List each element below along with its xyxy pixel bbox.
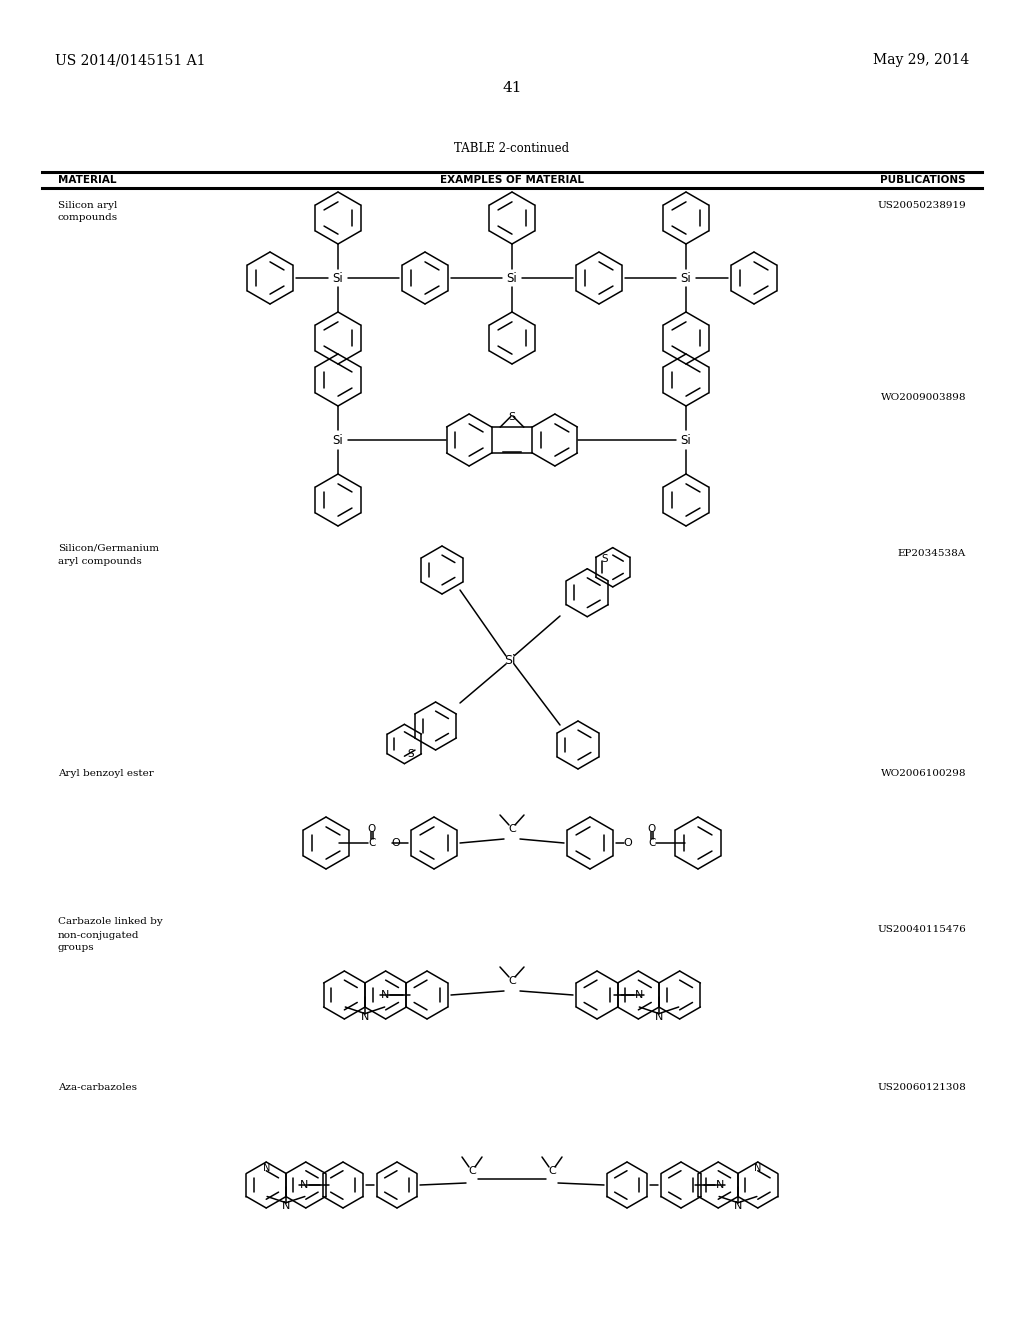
Text: US20060121308: US20060121308 bbox=[878, 1084, 966, 1093]
Text: aryl compounds: aryl compounds bbox=[58, 557, 141, 565]
Text: TABLE 2-continued: TABLE 2-continued bbox=[455, 141, 569, 154]
Text: C: C bbox=[548, 1166, 556, 1176]
Text: O: O bbox=[368, 824, 376, 834]
Text: Aryl benzoyl ester: Aryl benzoyl ester bbox=[58, 768, 154, 777]
Text: N: N bbox=[300, 1180, 308, 1191]
Text: Si: Si bbox=[681, 433, 691, 446]
Text: Si: Si bbox=[333, 433, 343, 446]
Text: O: O bbox=[648, 824, 656, 834]
Text: S: S bbox=[601, 554, 607, 564]
Text: C: C bbox=[468, 1166, 476, 1176]
Text: Aza-carbazoles: Aza-carbazoles bbox=[58, 1084, 137, 1093]
Text: Silicon/Germanium: Silicon/Germanium bbox=[58, 544, 159, 553]
Text: 41: 41 bbox=[502, 81, 522, 95]
Text: EXAMPLES OF MATERIAL: EXAMPLES OF MATERIAL bbox=[440, 176, 584, 185]
Text: N: N bbox=[716, 1180, 724, 1191]
Text: O: O bbox=[391, 838, 400, 847]
Text: N: N bbox=[754, 1163, 762, 1172]
Text: May 29, 2014: May 29, 2014 bbox=[872, 53, 969, 67]
Text: MATERIAL: MATERIAL bbox=[58, 176, 117, 185]
Text: Si: Si bbox=[333, 272, 343, 285]
Text: US20040115476: US20040115476 bbox=[878, 925, 966, 935]
Text: Si: Si bbox=[507, 272, 517, 285]
Text: US 2014/0145151 A1: US 2014/0145151 A1 bbox=[55, 53, 206, 67]
Text: C: C bbox=[648, 838, 655, 847]
Text: Carbazole linked by: Carbazole linked by bbox=[58, 917, 163, 927]
Text: N: N bbox=[262, 1163, 270, 1172]
Text: O: O bbox=[624, 838, 633, 847]
Text: Si: Si bbox=[681, 272, 691, 285]
Text: C: C bbox=[369, 838, 376, 847]
Text: S: S bbox=[408, 750, 414, 759]
Text: non-conjugated: non-conjugated bbox=[58, 931, 139, 940]
Text: N: N bbox=[635, 990, 643, 1001]
Text: C: C bbox=[508, 824, 516, 834]
Text: N: N bbox=[381, 990, 389, 1001]
Text: N: N bbox=[654, 1011, 664, 1022]
Text: WO2006100298: WO2006100298 bbox=[881, 768, 966, 777]
Text: N: N bbox=[282, 1201, 290, 1210]
Text: N: N bbox=[360, 1011, 370, 1022]
Text: PUBLICATIONS: PUBLICATIONS bbox=[881, 176, 966, 185]
Text: N: N bbox=[734, 1201, 742, 1210]
Text: EP2034538A: EP2034538A bbox=[898, 549, 966, 557]
Text: compounds: compounds bbox=[58, 214, 118, 223]
Text: groups: groups bbox=[58, 944, 94, 953]
Text: Silicon aryl: Silicon aryl bbox=[58, 201, 118, 210]
Text: WO2009003898: WO2009003898 bbox=[881, 393, 966, 403]
Text: US20050238919: US20050238919 bbox=[878, 201, 966, 210]
Text: C: C bbox=[508, 975, 516, 986]
Text: Si: Si bbox=[504, 653, 516, 667]
Text: S: S bbox=[509, 412, 515, 421]
